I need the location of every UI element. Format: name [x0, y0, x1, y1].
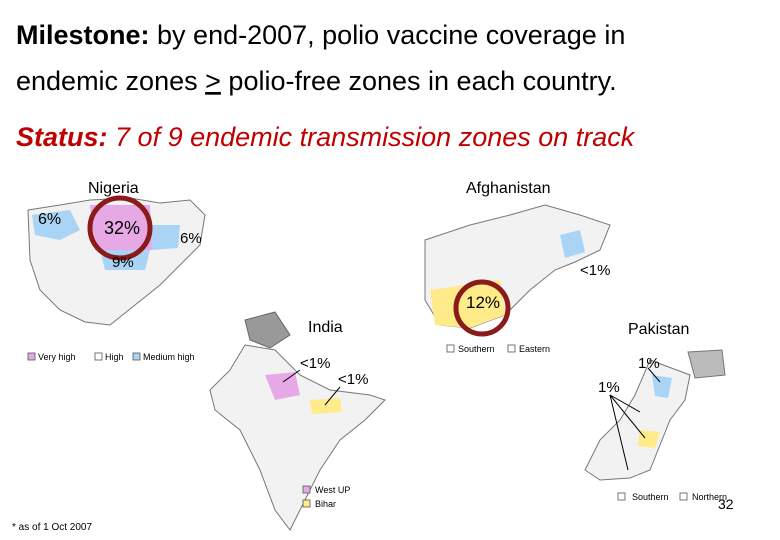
legend-swatch — [132, 352, 141, 361]
pointer — [609, 394, 646, 439]
region — [265, 372, 300, 400]
title-text: polio-free zones in each country. — [228, 66, 616, 96]
map-label: <1% — [300, 355, 330, 372]
pointer — [647, 367, 661, 383]
status-line: Status: 7 of 9 endemic transmission zone… — [16, 122, 636, 152]
legend-label: Medium high — [143, 352, 195, 362]
legend-swatch — [617, 492, 626, 501]
legend-swatch — [94, 352, 103, 361]
region — [244, 311, 291, 349]
region — [310, 398, 342, 414]
highlight-circle — [453, 279, 511, 337]
status-label: Status: — [16, 122, 108, 152]
map-label: 6% — [38, 211, 61, 228]
legend-label: Very high — [38, 352, 76, 362]
map-label: 9% — [112, 254, 134, 271]
legend-label: High — [105, 352, 124, 362]
page-number: 32 — [718, 496, 734, 512]
legend-swatch — [302, 499, 311, 508]
highlight-circle — [87, 195, 153, 261]
footnote: * as of 1 Oct 2007 — [12, 522, 92, 533]
title-line2: endemic zones > polio-free zones in each… — [16, 66, 617, 96]
pointer — [609, 394, 629, 471]
legend-label: Southern — [632, 492, 669, 502]
map-label: 1% — [638, 355, 660, 372]
map-india — [209, 344, 386, 531]
map-label: <1% — [580, 262, 610, 279]
legend-label: Bihar — [315, 499, 336, 509]
map-label: 1% — [598, 379, 620, 396]
pointer — [282, 369, 301, 383]
region — [90, 205, 152, 250]
legend-label: Northern — [692, 492, 727, 502]
status-text: 7 of 9 endemic transmission zones on tra… — [115, 122, 636, 152]
map-pakistan — [584, 359, 691, 481]
region — [687, 349, 726, 379]
map-label: <1% — [338, 371, 368, 388]
legend-label: Eastern — [519, 344, 550, 354]
legend-swatch — [27, 352, 36, 361]
country-name: Nigeria — [88, 180, 139, 197]
region — [652, 375, 672, 398]
legend-swatch — [446, 344, 455, 353]
legend-swatch — [507, 344, 516, 353]
country-name: Pakistan — [628, 321, 689, 338]
map-label: 32% — [104, 218, 140, 238]
legend-swatch — [679, 492, 688, 501]
legend-label: Southern — [458, 344, 495, 354]
region — [638, 430, 660, 448]
title-label: Milestone: — [16, 20, 150, 50]
title-text: endemic zones — [16, 66, 198, 96]
region — [430, 280, 505, 328]
region — [32, 210, 80, 240]
title-text: by end-2007, polio vaccine coverage in — [157, 20, 625, 50]
map-label: 6% — [180, 230, 202, 247]
region — [150, 225, 180, 250]
legend-label: West UP — [315, 485, 350, 495]
title-line1: Milestone: by end-2007, polio vaccine co… — [16, 20, 625, 50]
pointer — [609, 394, 641, 413]
map-label: 12% — [466, 293, 500, 312]
pointer — [324, 386, 341, 406]
legend-swatch — [302, 485, 311, 494]
country-name: Afghanistan — [466, 180, 551, 197]
country-name: India — [308, 319, 343, 336]
region — [560, 230, 585, 258]
title-mark: > — [205, 66, 221, 96]
